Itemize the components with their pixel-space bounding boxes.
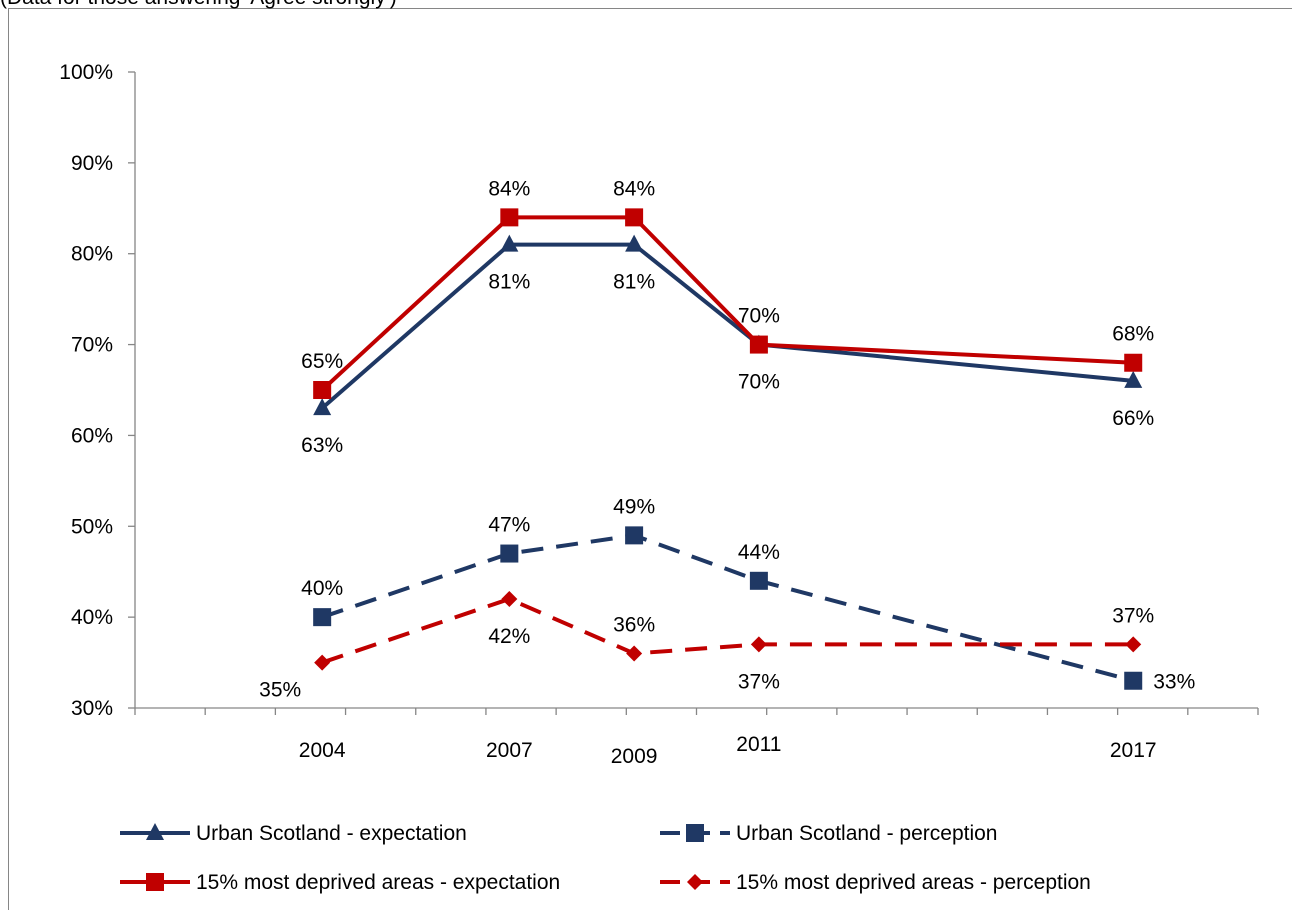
legend-label: 15% most deprived areas - expectation [196, 871, 560, 894]
y-tick-label: 100% [59, 61, 113, 84]
data-label: 33% [1153, 671, 1195, 694]
legend-label: Urban Scotland - perception [736, 822, 998, 845]
x-tick-label: 2009 [611, 745, 658, 768]
series-line-3 [321, 596, 1134, 665]
y-tick-label: 50% [71, 515, 113, 538]
data-point [314, 654, 331, 671]
x-tick-label: 2007 [486, 739, 533, 762]
data-label: 68% [1112, 323, 1154, 346]
x-tick-label: 2017 [1110, 739, 1157, 762]
data-label: 84% [613, 177, 655, 200]
data-point [625, 526, 644, 545]
data-label: 47% [488, 514, 530, 537]
y-tick-label: 70% [71, 334, 113, 357]
legend-label: 15% most deprived areas - perception [736, 871, 1091, 894]
x-tick-label: 2004 [299, 739, 346, 762]
legend-marker [686, 824, 704, 842]
data-label: 36% [613, 613, 655, 636]
data-point [1124, 671, 1143, 690]
legend-marker [687, 874, 703, 890]
data-point [1125, 636, 1142, 653]
data-label: 35% [259, 679, 301, 702]
data-point [1124, 370, 1143, 388]
data-point [313, 381, 332, 399]
y-tick-label: 40% [71, 606, 113, 629]
y-tick-label: 80% [71, 243, 113, 266]
data-label: 40% [301, 577, 343, 600]
data-point [500, 544, 519, 563]
data-label: 70% [738, 371, 780, 394]
data-label: 49% [613, 495, 655, 518]
x-tick-label: 2011 [736, 733, 781, 756]
data-point [501, 590, 518, 607]
data-label: 63% [301, 434, 343, 457]
legend-marker [146, 873, 164, 891]
chart-note: (Data for those answering 'Agree strongl… [0, 0, 397, 10]
series-line-1 [321, 533, 1134, 683]
data-point [313, 398, 332, 416]
data-label: 66% [1112, 407, 1154, 430]
y-tick-label: 30% [71, 697, 113, 720]
data-label: 84% [488, 177, 530, 200]
data-point [625, 234, 644, 252]
data-label: 37% [1112, 604, 1154, 627]
data-point [749, 335, 768, 354]
data-label: 42% [488, 625, 530, 648]
data-label: 44% [738, 541, 780, 564]
data-point [749, 571, 768, 590]
y-tick-label: 60% [71, 424, 113, 447]
data-point [500, 208, 519, 227]
chart-border [8, 8, 1292, 910]
data-point [500, 234, 519, 252]
data-point [750, 636, 767, 653]
data-label: 81% [613, 271, 655, 294]
data-point [625, 208, 644, 227]
data-label: 37% [738, 670, 780, 693]
legend-label: Urban Scotland - expectation [196, 822, 467, 845]
data-label: 65% [301, 350, 343, 373]
data-point [626, 645, 643, 662]
legend-marker [146, 823, 164, 840]
data-label: 70% [738, 305, 780, 328]
data-label: 81% [488, 271, 530, 294]
data-point [313, 608, 332, 627]
y-tick-label: 90% [71, 152, 113, 175]
series-line-0 [320, 242, 1134, 410]
data-point [1124, 353, 1143, 372]
